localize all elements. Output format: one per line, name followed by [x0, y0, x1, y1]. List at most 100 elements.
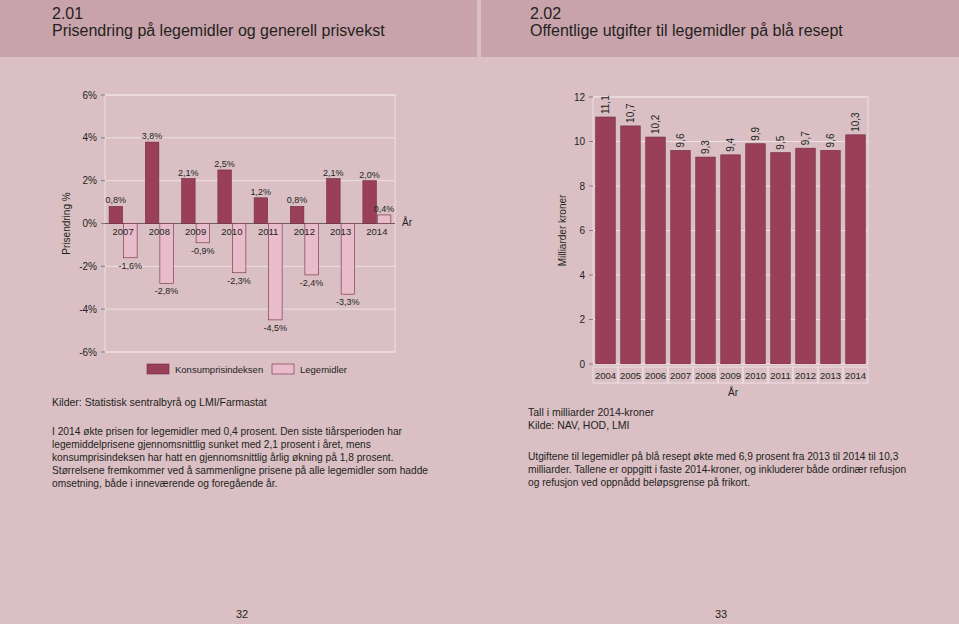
- x-tick-label: 2009: [185, 226, 206, 237]
- data-labels: 11,110,710,29,69,39,49,99,59,79,610,3: [600, 95, 861, 154]
- y-tick-label: 10: [574, 136, 586, 147]
- x-tick-label: 2009: [720, 370, 741, 381]
- tick-mark: [589, 275, 593, 276]
- x-tick-label: 2013: [820, 370, 841, 381]
- tick-mark: [589, 141, 593, 142]
- tick-mark: [589, 364, 593, 365]
- grid-line: [593, 97, 868, 98]
- data-label: 9,6: [825, 133, 836, 147]
- bar: [796, 148, 816, 364]
- bar: [109, 206, 123, 223]
- x-tick-label: 2011: [770, 370, 790, 381]
- data-label: 9,9: [750, 126, 761, 140]
- x-tick-label: 2005: [620, 370, 641, 381]
- data-label: 2,5%: [214, 159, 235, 169]
- x-tick-label: 2010: [221, 226, 242, 237]
- data-label: 9,4: [725, 138, 736, 152]
- chart-title: Offentlige utgifter til legemidler på bl…: [530, 22, 843, 40]
- x-tick-label: 2006: [645, 370, 666, 381]
- x-tick-label: 2007: [670, 370, 691, 381]
- note: Utgiftene til legemidler på blå resept ø…: [528, 450, 920, 489]
- category-cell: [743, 367, 768, 383]
- bar: [327, 179, 341, 224]
- bar: [290, 206, 304, 223]
- tick-mark: [589, 319, 593, 320]
- y-tick-label: 0%: [83, 218, 98, 229]
- bar: [269, 224, 283, 320]
- page: -6%-4%-2%0%2%4%6%0,8%3,8%2,1%2,5%1,2%0,8…: [0, 0, 959, 624]
- tick-mark: [101, 180, 105, 181]
- data-label: 9,7: [800, 131, 811, 145]
- charts-canvas: -6%-4%-2%0%2%4%6%0,8%3,8%2,1%2,5%1,2%0,8…: [0, 0, 959, 624]
- x-tick-label: 2013: [330, 226, 351, 237]
- category-cell: [693, 367, 718, 383]
- grid-line: [105, 95, 395, 96]
- data-label: 10,3: [850, 112, 861, 132]
- y-tick-label: 4: [579, 270, 585, 281]
- bar: [846, 135, 866, 364]
- source: Kilder: Statistisk sentralbyrå og LMI/Fa…: [52, 396, 267, 408]
- data-label: 3,8%: [142, 131, 163, 141]
- tick-mark: [101, 352, 105, 353]
- data-labels: 0,8%3,8%2,1%2,5%1,2%0,8%2,1%2,0%-1,6%-2,…: [106, 131, 395, 333]
- y-tick-label: 2: [579, 314, 585, 325]
- data-label: -3,3%: [336, 297, 360, 307]
- data-label: -4,5%: [264, 323, 288, 333]
- data-label: 0,8%: [106, 195, 127, 205]
- bar: [363, 181, 377, 224]
- bar: [145, 142, 159, 223]
- y-tick-label: 12: [574, 92, 586, 103]
- bar: [596, 117, 616, 364]
- tick-mark: [589, 97, 593, 98]
- category-cell: [593, 367, 618, 383]
- chart-title: Prisendring på legemidler og generell pr…: [52, 22, 385, 40]
- legend-label: Konsumprisindeksen: [175, 364, 263, 375]
- chart-2.02: 02468101211,110,710,29,69,39,49,99,59,79…: [557, 92, 868, 399]
- bar: [771, 153, 791, 364]
- y-tick-label: 6%: [83, 90, 98, 101]
- category-cell: [843, 367, 868, 383]
- x-tick-label: 2011: [258, 226, 278, 237]
- tick-mark: [101, 309, 105, 310]
- x-tick-label: 2014: [845, 370, 866, 381]
- bars: [109, 142, 391, 320]
- category-cell: [768, 367, 793, 383]
- y-tick-label: -2%: [79, 261, 97, 272]
- data-label: 2,1%: [323, 168, 344, 178]
- data-label: 2,0%: [359, 170, 380, 180]
- x-tick-label: 2012: [795, 370, 816, 381]
- data-label: 9,3: [700, 140, 711, 154]
- x-axis-label: År: [402, 216, 413, 228]
- x-tick-label: 2010: [745, 370, 766, 381]
- bar: [182, 179, 196, 224]
- grid-line: [105, 352, 395, 353]
- bar: [377, 215, 391, 224]
- bar: [721, 155, 741, 364]
- category-cell: [718, 367, 743, 383]
- unit-note: Tall i milliarder 2014-kroner: [528, 406, 654, 418]
- data-label: -2,4%: [300, 278, 324, 288]
- data-label: 1,2%: [251, 187, 272, 197]
- x-axis-label: År: [728, 386, 739, 398]
- category-cell: [818, 367, 843, 383]
- y-axis-label: Prisendring %: [61, 192, 72, 254]
- chart-number: 2.01: [52, 5, 83, 23]
- tick-mark: [101, 266, 105, 267]
- bar: [696, 157, 716, 364]
- data-label: 2,1%: [178, 168, 199, 178]
- data-label: 0,8%: [287, 195, 308, 205]
- bars: [596, 117, 866, 364]
- data-label: -2,3%: [227, 276, 251, 286]
- y-tick-label: 0: [579, 359, 585, 370]
- category-cell: [643, 367, 668, 383]
- y-tick-label: 8: [579, 181, 585, 192]
- bar: [218, 170, 232, 224]
- legend-swatch: [147, 364, 169, 374]
- data-label: 9,5: [775, 135, 786, 149]
- bar: [821, 150, 841, 364]
- tick-mark: [101, 137, 105, 138]
- tick-mark: [101, 95, 105, 96]
- plot-frame: [593, 97, 868, 364]
- x-tick-label: 2012: [294, 226, 315, 237]
- plot-frame: [105, 95, 395, 352]
